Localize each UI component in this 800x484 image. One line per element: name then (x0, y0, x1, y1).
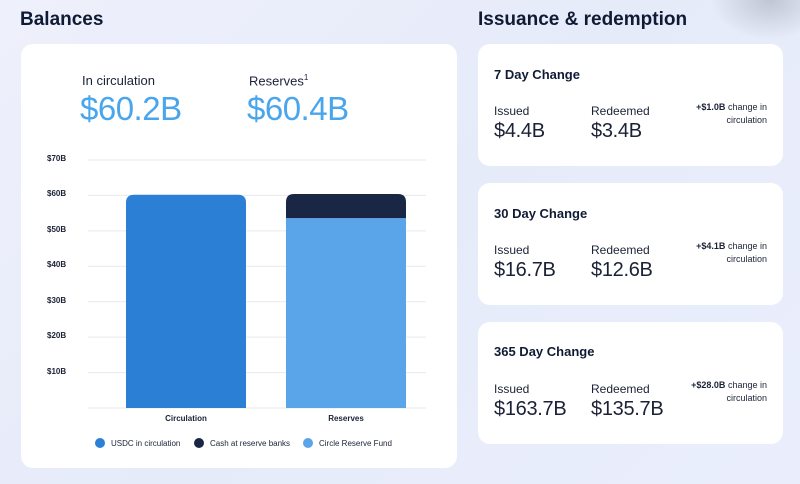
y-tick-label: $30B (47, 295, 67, 305)
y-tick-label: $40B (47, 260, 67, 270)
bar-circulation-usdc-in-circulation (126, 194, 246, 408)
change-card-7-day: 7 Day Change Issued $4.4B Redeemed $3.4B… (478, 44, 783, 166)
y-tick-label: $10B (47, 366, 67, 376)
change-card-365-day: 365 Day Change Issued $163.7B Redeemed $… (478, 322, 783, 444)
legend-label-reserve-fund: Circle Reserve Fund (319, 438, 392, 448)
bar-reserves-circle-reserve-fund (286, 218, 406, 408)
y-tick-label: $60B (47, 189, 67, 199)
in-circulation-label: In circulation (82, 73, 155, 88)
reserves-value: $60.4B (247, 90, 349, 127)
y-tick-label: $20B (47, 331, 67, 341)
balances-chart (88, 159, 426, 409)
reserves-footnote: 1 (303, 73, 309, 82)
redeemed-value: $135.7B (591, 398, 664, 420)
issued-label: Issued (494, 243, 530, 257)
legend-label-usdc: USDC in circulation (111, 438, 181, 448)
change-note: +$1.0B change in circulation (696, 102, 767, 125)
redeemed-value: $3.4B (591, 120, 642, 142)
issued-value: $4.4B (494, 120, 545, 142)
y-tick-label: $50B (47, 224, 67, 234)
redeemed-label: Redeemed (591, 104, 650, 118)
legend-item-reserve-fund: Circle Reserve Fund (303, 438, 392, 448)
corner-shadow (710, 0, 800, 40)
legend-item-usdc: USDC in circulation (95, 438, 180, 448)
issued-label: Issued (494, 382, 530, 396)
issued-value: $163.7B (494, 398, 567, 420)
reserves-label: Reserves1 (249, 73, 309, 89)
redeemed-label: Redeemed (591, 382, 650, 396)
legend-swatch-usdc (95, 438, 105, 448)
bar-reserves-cash-at-reserve-banks (286, 194, 406, 219)
redeemed-label: Redeemed (591, 243, 650, 257)
category-label-circulation: Circulation (165, 414, 207, 423)
change-card-title: 365 Day Change (494, 344, 595, 359)
y-tick-label: $70B (47, 154, 67, 163)
change-note: +$28.0B change in circulation (691, 380, 767, 403)
legend-swatch-cash (194, 438, 204, 448)
issued-value: $16.7B (494, 259, 556, 281)
issuance-title: Issuance & redemption (478, 9, 688, 30)
redeemed-value: $12.6B (591, 259, 653, 281)
legend-label-cash: Cash at reserve banks (210, 438, 291, 448)
balances-title: Balances (20, 9, 104, 30)
change-note: +$4.1B change in circulation (696, 241, 767, 264)
in-circulation-value: $60.2B (80, 90, 182, 127)
legend-swatch-reserve-fund (303, 438, 313, 448)
balances-card: In circulation $60.2B Reserves1 $60.4B $… (21, 44, 457, 468)
category-label-reserves: Reserves (328, 414, 364, 423)
change-card-30-day: 30 Day Change Issued $16.7B Redeemed $12… (478, 183, 783, 305)
legend-item-cash: Cash at reserve banks (194, 438, 290, 448)
change-card-title: 30 Day Change (494, 206, 588, 221)
issued-label: Issued (494, 104, 530, 118)
change-card-title: 7 Day Change (494, 67, 580, 82)
